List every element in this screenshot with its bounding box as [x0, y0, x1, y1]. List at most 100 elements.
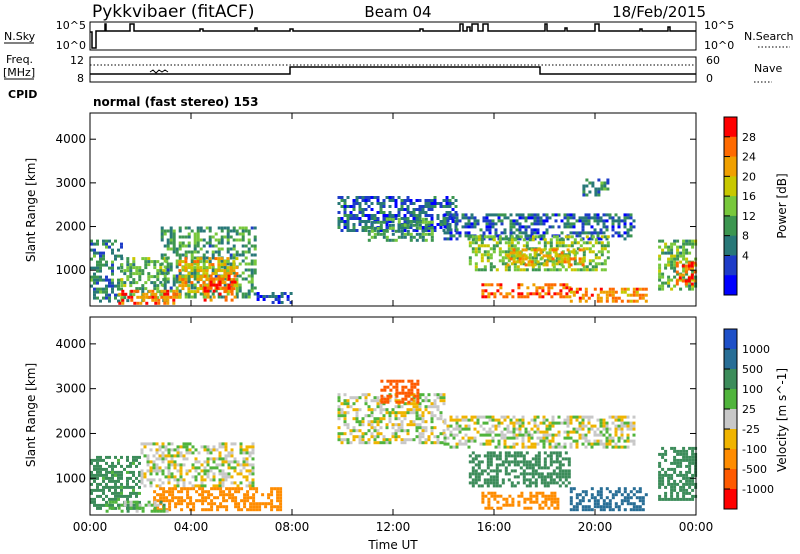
data-cell: [388, 220, 392, 223]
data-cell: [242, 463, 246, 467]
data-cell: [427, 220, 431, 224]
data-cell: [525, 244, 529, 248]
data-cell: [691, 494, 695, 498]
data-cell: [406, 223, 410, 227]
data-cell: [175, 262, 179, 266]
data-cell: [503, 228, 507, 232]
data-cell: [203, 292, 207, 296]
data-cell: [629, 216, 633, 220]
data-cell: [439, 223, 443, 226]
data-cell: [489, 265, 493, 269]
data-cell: [205, 269, 209, 273]
data-cell: [289, 292, 293, 295]
data-cell: [218, 463, 222, 467]
data-cell: [543, 475, 547, 479]
data-cell: [170, 475, 174, 479]
data-cell: [433, 435, 437, 439]
data-cell: [129, 293, 133, 297]
data-cell: [191, 475, 195, 479]
data-cell: [108, 266, 111, 270]
data-cell: [578, 421, 582, 425]
data-cell: [491, 436, 495, 440]
data-cell: [394, 411, 398, 415]
data-cell: [673, 470, 677, 474]
data-cell: [114, 284, 117, 288]
data-cell: [398, 400, 402, 404]
data-cell: [527, 234, 531, 238]
data-cell: [518, 418, 522, 422]
data-cell: [96, 506, 99, 510]
data-cell: [501, 256, 505, 260]
data-cell: [127, 295, 131, 299]
data-cell: [244, 256, 248, 260]
data-cell: [180, 490, 184, 494]
data-cell: [587, 415, 591, 419]
data-cell: [120, 491, 123, 495]
data-cell: [373, 396, 377, 400]
data-cell: [188, 442, 192, 446]
data-cell: [526, 506, 530, 510]
data-cell: [545, 260, 549, 264]
data-cell: [166, 244, 170, 248]
data-cell: [168, 499, 172, 503]
data-cell: [135, 500, 139, 504]
data-cell: [367, 196, 371, 199]
data-cell: [570, 235, 574, 239]
data-cell: [198, 487, 202, 491]
data-cell: [587, 427, 591, 431]
data-cell: [430, 226, 434, 230]
data-cell: [495, 469, 499, 473]
data-cell: [611, 415, 615, 419]
data-cell: [430, 402, 434, 406]
data-cell: [96, 476, 99, 480]
data-cell: [251, 457, 255, 461]
data-cell: [477, 472, 481, 476]
data-cell: [691, 458, 695, 462]
data-cell: [382, 211, 386, 214]
data-cell: [572, 248, 576, 252]
data-cell: [635, 299, 639, 303]
data-cell: [251, 463, 255, 467]
data-cell: [178, 289, 182, 293]
data-cell: [153, 275, 157, 279]
data-cell: [367, 414, 371, 418]
data-cell: [581, 228, 585, 232]
data-cell: [549, 457, 553, 461]
data-cell: [569, 216, 573, 220]
data-cell: [452, 433, 456, 437]
data-cell: [518, 228, 522, 232]
data-cell: [187, 272, 191, 276]
data-cell: [599, 296, 603, 300]
data-cell: [588, 268, 592, 272]
data-cell: [623, 421, 627, 425]
data-cell: [170, 454, 174, 458]
data-cell: [549, 463, 553, 467]
data-cell: [481, 283, 485, 287]
data-cell: [121, 289, 125, 293]
data-cell: [632, 502, 636, 506]
data-cell: [670, 467, 674, 471]
data-cell: [561, 475, 565, 479]
data-cell: [596, 219, 600, 223]
data-cell: [533, 254, 537, 258]
data-cell: [215, 463, 219, 467]
data-cell: [518, 225, 522, 229]
data-cell: [253, 247, 257, 251]
data-cell: [352, 417, 356, 421]
data-cell: [337, 211, 341, 214]
data-cell: [614, 445, 618, 449]
data-cell: [488, 219, 492, 223]
data-cell: [238, 232, 242, 236]
data-cell: [566, 257, 570, 261]
data-cell: [346, 229, 350, 232]
data-cell: [670, 245, 674, 249]
data-cell: [606, 178, 610, 182]
data-cell: [241, 250, 245, 254]
data-cell: [552, 481, 556, 485]
data-cell: [594, 238, 598, 242]
data-cell: [498, 454, 502, 458]
data-cell: [391, 220, 395, 223]
data-cell: [512, 445, 516, 449]
data-cell: [581, 490, 585, 494]
data-cell: [226, 257, 230, 261]
